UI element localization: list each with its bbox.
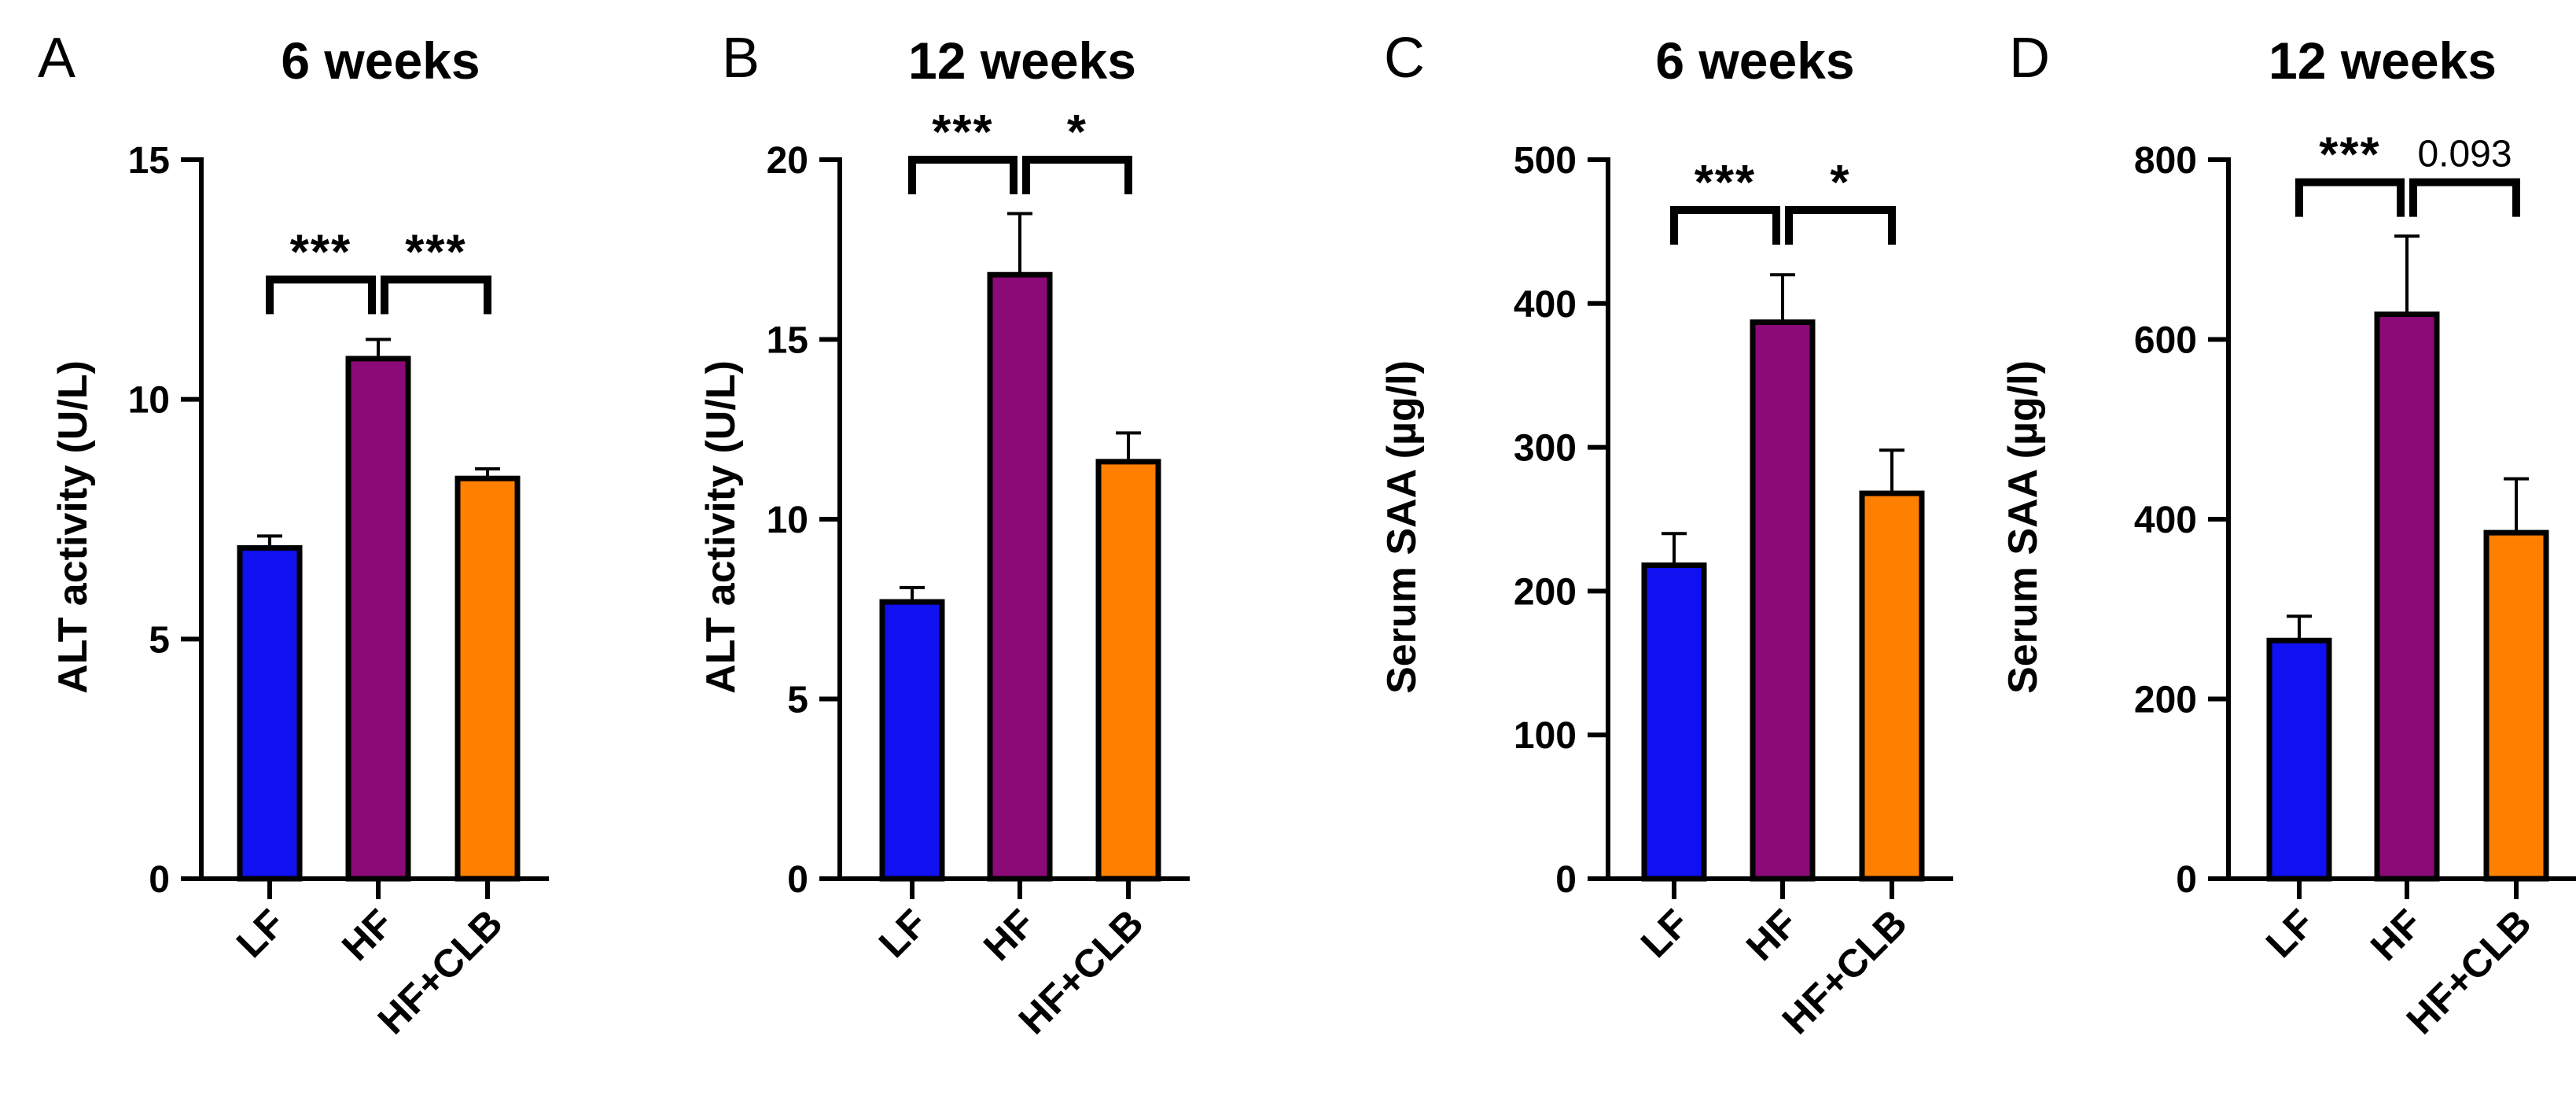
- bar-hf: [2374, 312, 2440, 882]
- significance-label: ***: [405, 225, 466, 279]
- y-tick-label: 15: [128, 140, 170, 182]
- significance-label: 0.093: [2417, 134, 2512, 175]
- bar-lf: [2266, 637, 2332, 882]
- significance-label: ***: [1695, 156, 1756, 210]
- y-axis-label: Serum SAA (µg/l): [1379, 360, 1425, 694]
- bar-hf: [987, 271, 1053, 882]
- significance-label: ***: [290, 225, 351, 279]
- y-tick-label: 800: [2134, 140, 2197, 182]
- bar-hf-clb: [1095, 459, 1161, 882]
- chart-title: 6 weeks: [1655, 31, 1854, 90]
- significance-bracket: [1785, 205, 1896, 245]
- significance-label: ***: [932, 105, 993, 160]
- panel-letter: C: [1384, 27, 1425, 90]
- panel-letter: A: [38, 27, 75, 90]
- y-tick-label: 400: [2134, 500, 2197, 541]
- y-tick-label: 500: [1514, 140, 1577, 182]
- y-tick-label: 400: [1514, 284, 1577, 326]
- bar-lf: [1641, 562, 1707, 882]
- y-tick-label: 10: [128, 380, 170, 422]
- bar-lf: [879, 599, 945, 882]
- panel-letter: D: [2009, 27, 2050, 90]
- y-axis-label: ALT activity (U/L): [698, 360, 744, 694]
- y-axis-label: ALT activity (U/L): [50, 360, 96, 694]
- significance-bracket: [1670, 205, 1780, 245]
- y-tick-label: 300: [1514, 428, 1577, 470]
- significance-bracket: [2409, 178, 2520, 217]
- chart-title: 6 weeks: [281, 31, 480, 90]
- bar-hf-clb: [454, 475, 521, 882]
- significance-bracket: [381, 275, 491, 315]
- bar-hf: [345, 356, 411, 882]
- y-tick-label: 5: [149, 619, 170, 661]
- y-tick-label: 200: [1514, 571, 1577, 613]
- significance-label: *: [1067, 105, 1087, 160]
- y-tick-label: 20: [767, 140, 808, 182]
- bar-lf: [237, 545, 303, 882]
- significance-bracket: [1022, 156, 1132, 194]
- y-tick-label: 200: [2134, 680, 2197, 721]
- y-tick-label: 0: [1555, 859, 1577, 901]
- bar-hf: [1750, 319, 1816, 882]
- bar-hf-clb: [1859, 490, 1925, 882]
- y-tick-label: 10: [767, 500, 808, 541]
- y-tick-label: 600: [2134, 320, 2197, 362]
- significance-bracket: [2295, 178, 2405, 217]
- y-tick-label: 0: [2176, 859, 2197, 901]
- y-tick-label: 0: [149, 859, 170, 901]
- bar-hf-clb: [2483, 529, 2549, 882]
- chart-title: 12 weeks: [2269, 31, 2497, 90]
- y-tick-label: 0: [787, 859, 808, 901]
- y-axis-label: Serum SAA (µg/l): [2000, 360, 2046, 694]
- y-tick-label: 100: [1514, 715, 1577, 757]
- y-tick-label: 5: [787, 680, 808, 721]
- y-tick-label: 15: [767, 320, 808, 362]
- significance-label: ***: [2319, 128, 2380, 183]
- significance-label: *: [1830, 156, 1850, 210]
- significance-bracket: [908, 156, 1018, 194]
- panel-letter: B: [722, 27, 760, 90]
- significance-bracket: [266, 275, 376, 315]
- chart-title: 12 weeks: [908, 31, 1136, 90]
